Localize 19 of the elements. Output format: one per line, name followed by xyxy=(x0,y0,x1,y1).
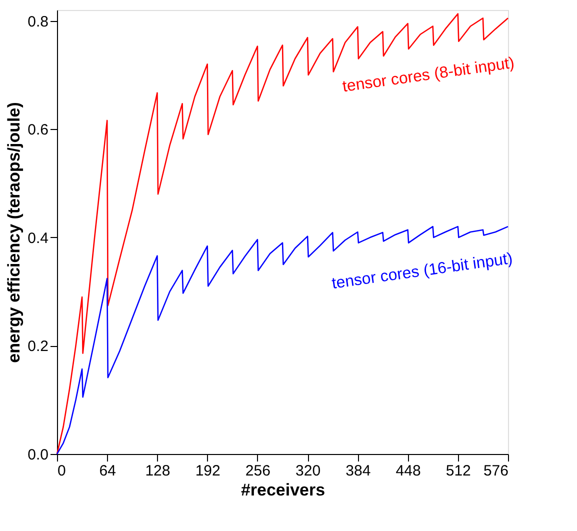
x-tick-label: 576 xyxy=(483,462,508,480)
x-tick-label: 0 xyxy=(58,462,66,480)
x-tick-label: 320 xyxy=(296,462,321,480)
y-tick-label: 0.0 xyxy=(28,446,48,464)
y-axis-title: energy efficiency (teraops/joule) xyxy=(4,102,24,363)
text: tensor cores (16-bit input) xyxy=(330,250,514,293)
text: tensor cores (8-bit input) xyxy=(341,54,516,96)
y-tick-label: 0.2 xyxy=(28,338,48,356)
x-tick-label: 512 xyxy=(446,462,471,480)
x-tick-label: 256 xyxy=(245,462,270,480)
y-tick-label: 0.8 xyxy=(28,13,48,30)
x-tick-label: 192 xyxy=(195,462,220,480)
x-axis-title: #receivers xyxy=(240,480,326,500)
x-tick-label: 128 xyxy=(145,462,170,480)
x-tick-label: 384 xyxy=(346,462,371,480)
y-tick-label: 0.6 xyxy=(28,122,48,139)
x-tick-label: 64 xyxy=(99,462,116,480)
y-tick-label: 0.4 xyxy=(28,230,48,247)
x-tick-label: 448 xyxy=(396,462,421,480)
